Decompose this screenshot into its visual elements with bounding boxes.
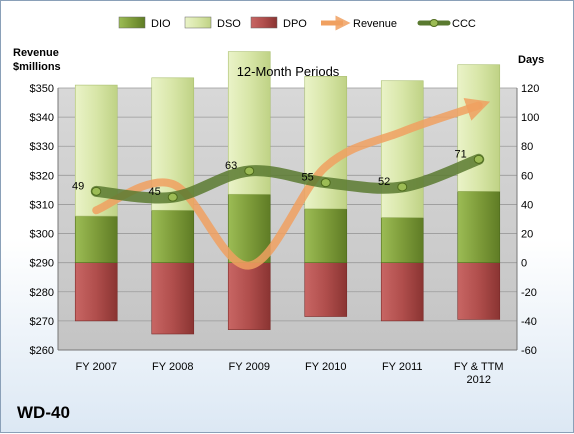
right-tick-label: 0 (521, 258, 527, 270)
left-tick-label: $340 (30, 112, 54, 124)
legend-label-ccc: CCC (452, 18, 476, 30)
legend-label-dso: DSO (217, 18, 241, 30)
bar-dso (380, 80, 424, 218)
ccc-point (167, 192, 178, 202)
bar-dso (457, 64, 501, 192)
right-axis-label: Days (518, 54, 544, 66)
right-tick-label: 100 (521, 112, 539, 124)
bar-dpo (380, 262, 424, 322)
legend-swatch-dio (118, 16, 146, 29)
left-tick-label: $260 (30, 345, 54, 357)
left-tick-label: $320 (30, 170, 54, 182)
ccc-point (473, 154, 484, 164)
bar-dio (74, 215, 118, 263)
legend-label-revenue: Revenue (353, 18, 397, 30)
bar-dio (227, 193, 271, 263)
bar-dpo (74, 262, 118, 322)
right-tick-label: 120 (521, 83, 539, 95)
ccc-data-label: 49 (72, 180, 84, 192)
legend-label-dio: DIO (151, 18, 171, 30)
right-tick-label: -40 (521, 316, 537, 328)
right-tick-label: -60 (521, 345, 537, 357)
legend-swatch-dpo (250, 16, 278, 29)
left-tick-label: $300 (30, 229, 54, 241)
ccc-data-label: 55 (302, 172, 314, 184)
chart-title: 12-Month Periods (237, 64, 340, 79)
legend-label-dpo: DPO (283, 18, 307, 30)
x-tick-label: FY & TTM 2012 (454, 361, 504, 386)
left-tick-label: $310 (30, 199, 54, 211)
company-name: WD-40 (17, 403, 70, 422)
bar-dpo (227, 262, 271, 330)
bar-dio (304, 208, 348, 263)
ccc-point (91, 186, 102, 196)
bar-dpo (151, 262, 195, 335)
right-tick-label: 40 (521, 199, 533, 211)
x-tick-label: FY 2008 (152, 361, 193, 373)
bar-dio (380, 217, 424, 263)
right-tick-label: -20 (521, 287, 537, 299)
bar-dio (151, 209, 195, 263)
ccc-data-label: 52 (378, 176, 390, 188)
x-tick-label: FY 2009 (229, 361, 270, 373)
ccc-point (320, 178, 331, 188)
legend-swatch-dso (184, 16, 212, 29)
x-tick-label: FY 2011 (382, 361, 423, 373)
right-tick-label: 60 (521, 170, 533, 182)
left-tick-label: $280 (30, 287, 54, 299)
ccc-data-label: 45 (149, 186, 161, 198)
bar-dpo (457, 262, 501, 320)
left-tick-label: $330 (30, 141, 54, 153)
x-tick-label: FY 2007 (76, 361, 117, 373)
left-axis-label-line-2: $millions (13, 61, 61, 73)
x-tick-label: FY 2010 (305, 361, 346, 373)
left-tick-label: $350 (30, 83, 54, 95)
left-axis-label-line-1: Revenue (13, 47, 59, 59)
left-tick-label: $290 (30, 258, 54, 270)
bar-dio (457, 191, 501, 263)
right-tick-label: 80 (521, 141, 533, 153)
legend-marker-ccc (429, 19, 439, 27)
revenue-line (92, 98, 491, 270)
ccc-point (244, 166, 255, 176)
ccc-point (397, 182, 408, 192)
bar-dpo (304, 262, 348, 317)
right-tick-label: 20 (521, 229, 533, 241)
ccc-data-label: 71 (455, 148, 467, 160)
ccc-data-label: 63 (225, 160, 237, 172)
left-tick-label: $270 (30, 316, 54, 328)
